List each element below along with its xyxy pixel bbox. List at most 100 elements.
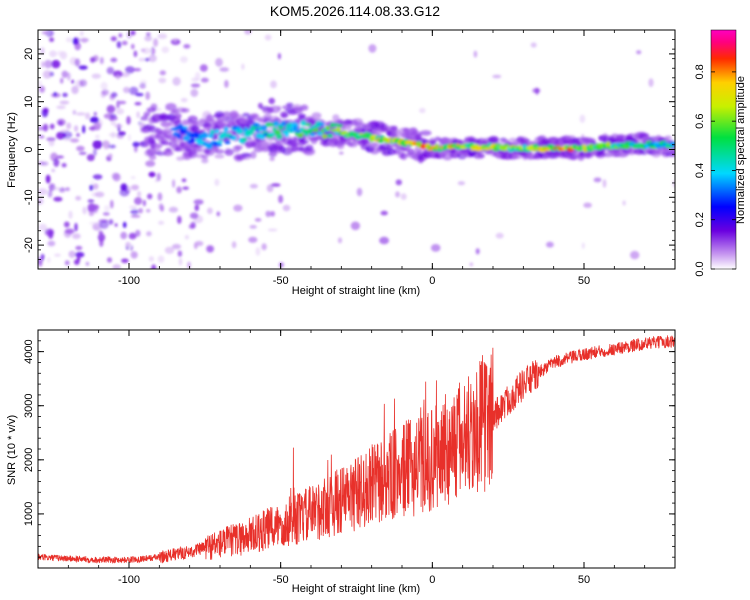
- heatmap-cell: [390, 125, 398, 131]
- heatmap-cell: [180, 56, 188, 63]
- heatmap-cell: [335, 127, 342, 133]
- heatmap-cell: [110, 57, 118, 63]
- heatmap-cell: [56, 105, 66, 110]
- heatmap-cell: [284, 131, 290, 137]
- heatmap-cell: [300, 104, 309, 111]
- heatmap-cell: [265, 210, 272, 218]
- heatmap-cell: [41, 61, 45, 68]
- heatmap-cell: [495, 232, 504, 239]
- heatmap-cell: [108, 219, 114, 225]
- heatmap-cell: [144, 58, 150, 62]
- heatmap-cell: [148, 171, 156, 178]
- heatmap-cell: [475, 248, 480, 255]
- heatmap-cell: [201, 132, 209, 139]
- heatmap-cell: [145, 91, 151, 101]
- heatmap-cell: [121, 40, 128, 46]
- heatmap-cell: [146, 32, 151, 37]
- heatmap-cell: [224, 79, 229, 88]
- heatmap-cell: [233, 204, 243, 212]
- heatmap-cell: [145, 160, 156, 167]
- heatmap-cell: [92, 148, 97, 157]
- heatmap-cell: [158, 220, 165, 225]
- heatmap-cell: [102, 212, 110, 216]
- heatmap-cell: [139, 82, 146, 89]
- heatmap-cell: [90, 204, 100, 211]
- heatmap-cell: [312, 128, 320, 133]
- heatmap-cell: [581, 242, 585, 249]
- heatmap-cell: [275, 133, 283, 139]
- y-tick-label: -10: [23, 189, 35, 205]
- x-tick-label: 0: [429, 574, 435, 586]
- heatmap-cell: [90, 180, 95, 185]
- heatmap-cell: [99, 57, 104, 65]
- heatmap-cell: [100, 81, 108, 91]
- heatmap-cell: [419, 107, 426, 114]
- heatmap-cell: [419, 130, 432, 136]
- heatmap-cell: [81, 37, 88, 43]
- heatmap-cell: [56, 155, 64, 159]
- heatmap-cell: [129, 205, 138, 209]
- heatmap-cell: [64, 260, 70, 266]
- heatmap-cell: [200, 77, 209, 83]
- heatmap-cell: [235, 129, 244, 135]
- heatmap-cell: [119, 188, 130, 197]
- heatmap-cell: [268, 97, 276, 105]
- heatmap-cell: [249, 183, 258, 189]
- snr-ticks: -100 -50 0 50 1000 2000 3000 4000: [23, 329, 676, 586]
- heatmap-cell: [138, 57, 145, 62]
- heatmap-cell: [172, 76, 181, 86]
- heatmap-cell: [622, 200, 626, 206]
- heatmap-cell: [255, 247, 261, 256]
- heatmap-cell: [184, 234, 190, 240]
- heatmap-cell: [190, 83, 201, 88]
- heatmap-cell: [164, 246, 175, 254]
- heatmap-cell: [90, 56, 96, 63]
- y-tick-label: 20: [23, 48, 35, 60]
- heatmap-cell: [106, 66, 115, 75]
- heatmap-cell: [80, 30, 84, 37]
- heatmap-cell: [108, 132, 118, 137]
- heatmap-cell: [395, 179, 402, 186]
- heatmap-cell: [273, 120, 279, 127]
- heatmap-cell: [94, 191, 105, 198]
- heatmap-cell: [672, 180, 675, 188]
- heatmap-cell: [297, 132, 304, 138]
- heatmap-cell: [135, 229, 141, 237]
- heatmap-cell: [231, 241, 237, 249]
- heatmap-cell: [214, 129, 220, 134]
- heatmap-cell: [99, 220, 109, 229]
- heatmap-cell: [483, 147, 491, 151]
- heatmap-cell: [71, 85, 79, 95]
- heatmap-cell: [147, 137, 156, 145]
- heatmap-cell: [148, 54, 157, 63]
- heatmap-cell: [664, 135, 672, 140]
- heatmap-cell: [78, 151, 87, 155]
- heatmap-cell: [311, 112, 322, 119]
- heatmap-cell: [51, 168, 55, 173]
- heatmap-cell: [51, 59, 61, 69]
- heatmap-cell: [52, 186, 60, 191]
- heatmap-cells: [38, 30, 675, 269]
- heatmap-cell: [602, 179, 607, 188]
- heatmap-cell: [299, 139, 309, 144]
- heatmap-cell: [519, 138, 531, 143]
- colorbar-ticks: 0.0 0.2 0.4 0.6 0.8: [694, 64, 736, 277]
- heatmap-cell: [127, 134, 131, 141]
- spectrogram-xlabel: Height of straight line (km): [292, 285, 420, 297]
- heatmap-cell: [108, 144, 116, 149]
- y-tick-label: 1000: [23, 502, 35, 526]
- snr-frame: [37, 329, 676, 569]
- heatmap-cell: [249, 225, 257, 229]
- heatmap-cell: [49, 123, 55, 130]
- heatmap-cell: [165, 103, 177, 111]
- heatmap-cell: [153, 38, 159, 47]
- heatmap-cell: [193, 147, 202, 153]
- heatmap-cell: [242, 112, 251, 117]
- heatmap-cell: [222, 111, 232, 118]
- snr-series-line: [38, 335, 675, 564]
- heatmap-cell: [92, 183, 99, 190]
- heatmap-cell: [216, 211, 221, 217]
- heatmap-cell: [270, 80, 277, 89]
- heatmap-cell: [158, 77, 167, 84]
- heatmap-cell: [210, 129, 215, 135]
